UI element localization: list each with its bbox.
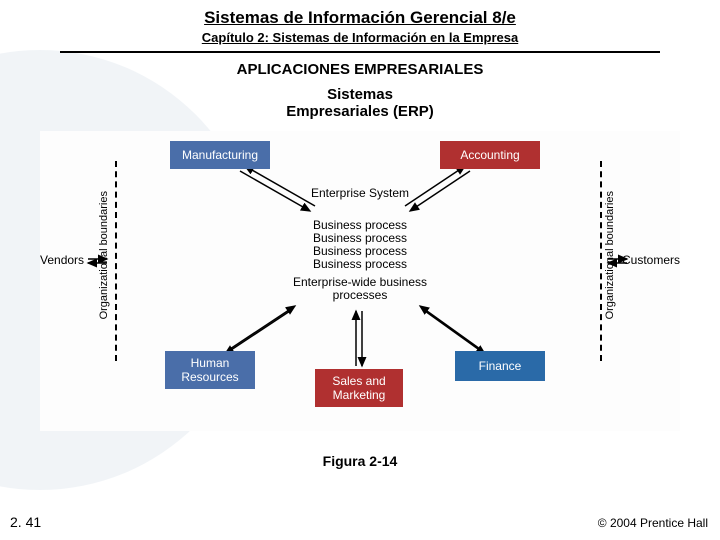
- bp-4: Business process: [313, 257, 407, 271]
- diagram-title-line1: Sistemas: [327, 86, 393, 103]
- node-finance-label: Finance: [479, 359, 522, 373]
- bp-3: Business process: [313, 244, 407, 258]
- node-accounting-label: Accounting: [460, 148, 519, 162]
- node-manufacturing-label: Manufacturing: [182, 148, 258, 162]
- ewbp-1: Enterprise-wide business: [293, 275, 427, 289]
- boundary-label-right: Organizational boundaries: [604, 191, 616, 319]
- boundary-label-left: Organizational boundaries: [98, 191, 110, 319]
- node-finance: Finance: [455, 351, 545, 381]
- node-manufacturing: Manufacturing: [170, 141, 270, 169]
- bp-1: Business process: [313, 218, 407, 232]
- page-number: 2. 41: [10, 514, 41, 530]
- header: Sistemas de Información Gerencial 8/e Ca…: [0, 0, 720, 53]
- node-sales-marketing: Sales and Marketing: [315, 369, 403, 407]
- enterprise-system-label: Enterprise System: [300, 186, 420, 200]
- boundary-line-left: [115, 161, 117, 361]
- bp-2: Business process: [313, 231, 407, 245]
- boundary-line-right: [600, 161, 602, 361]
- copyright: © 2004 Prentice Hall: [598, 516, 708, 530]
- customers-label: Customers: [622, 253, 680, 267]
- node-human-resources: Human Resources: [165, 351, 255, 389]
- enterprise-wide-label: Enterprise-wide business processes: [280, 276, 440, 302]
- diagram-title-line2: Empresariales (ERP): [286, 103, 434, 120]
- vendors-label: Vendors: [40, 253, 84, 267]
- header-divider: [60, 51, 660, 53]
- node-accounting: Accounting: [440, 141, 540, 169]
- erp-diagram: Organizational boundaries Organizational…: [40, 131, 680, 431]
- node-sales-label: Sales and Marketing: [332, 374, 385, 402]
- ewbp-2: processes: [333, 288, 388, 302]
- business-process-block: Business process Business process Busine…: [300, 219, 420, 272]
- node-hr-label: Human Resources: [181, 356, 238, 384]
- book-title: Sistemas de Información Gerencial 8/e: [0, 8, 720, 28]
- chapter-subtitle: Capítulo 2: Sistemas de Información en l…: [0, 30, 720, 45]
- figure-label: Figura 2-14: [0, 453, 720, 469]
